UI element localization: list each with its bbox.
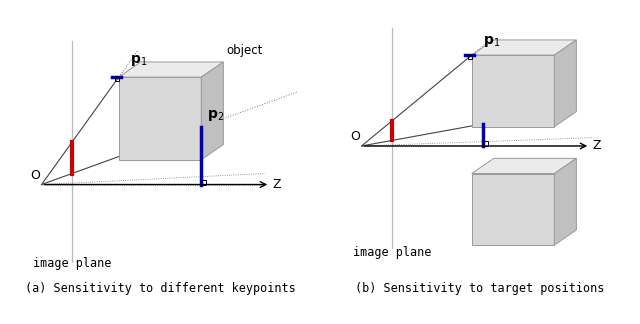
Polygon shape <box>472 174 554 245</box>
Text: image plane: image plane <box>353 246 431 259</box>
Polygon shape <box>472 55 554 127</box>
Text: $\mathbf{p}_1$: $\mathbf{p}_1$ <box>130 53 147 68</box>
Text: $\mathbf{p}_1$: $\mathbf{p}_1$ <box>483 34 500 49</box>
Text: Z: Z <box>593 139 602 153</box>
Text: (a) Sensitivity to different keypoints: (a) Sensitivity to different keypoints <box>24 282 296 295</box>
Polygon shape <box>472 158 577 174</box>
Polygon shape <box>118 62 223 77</box>
Polygon shape <box>472 40 577 55</box>
Text: $\mathbf{p}_2$: $\mathbf{p}_2$ <box>207 109 224 123</box>
Text: image plane: image plane <box>33 257 111 270</box>
Polygon shape <box>554 40 577 127</box>
Text: O: O <box>30 169 40 182</box>
Text: object: object <box>226 44 262 57</box>
Polygon shape <box>118 77 202 160</box>
Polygon shape <box>554 158 577 245</box>
Text: (b) Sensitivity to target positions: (b) Sensitivity to target positions <box>355 282 605 295</box>
Text: O: O <box>350 130 360 143</box>
Polygon shape <box>202 62 223 160</box>
Text: Z: Z <box>273 178 282 191</box>
